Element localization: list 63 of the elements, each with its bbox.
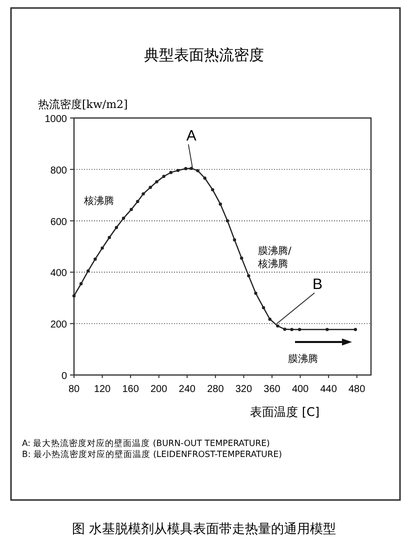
x-tick-label: 240 <box>178 384 196 395</box>
point <box>155 180 158 184</box>
point <box>298 328 302 332</box>
text: 图 水基脱模剂从模具表面带走热量的通用模型 <box>72 521 336 537</box>
text: B: 最小热流密度对应的壁面温度 (LEIDENFROST-TEMPERATURE) <box>22 449 282 460</box>
y-tick-label: 800 <box>50 165 68 176</box>
point <box>148 186 152 189</box>
point <box>162 174 166 178</box>
point <box>169 170 172 174</box>
point <box>254 292 258 295</box>
point <box>226 219 230 222</box>
point <box>247 274 250 278</box>
point <box>283 328 286 331</box>
point <box>130 208 133 212</box>
point <box>86 269 90 273</box>
text: A: 最大热流密度对应的壁面温度 (BURN-OUT TEMPERATURE) <box>22 438 270 449</box>
point <box>184 167 188 170</box>
y-tick-label: 600 <box>50 216 68 228</box>
y-tick-label: 1000 <box>44 114 68 125</box>
annotation: B <box>312 276 323 293</box>
y-tick-label: 0 <box>61 371 68 382</box>
point <box>100 246 104 250</box>
x-axis-title: 表面温度 [C] <box>250 405 320 419</box>
annotation: 核沸腾 <box>83 195 114 207</box>
x-tick-label: 280 <box>207 384 224 395</box>
x-tick-label: 160 <box>122 384 140 395</box>
point <box>136 200 140 204</box>
point <box>218 202 222 206</box>
point <box>203 176 206 180</box>
point <box>79 282 83 286</box>
point <box>114 226 118 230</box>
point <box>290 328 294 332</box>
point <box>211 188 214 192</box>
x-tick-label: 440 <box>320 384 338 395</box>
point <box>196 169 200 172</box>
annotation: 膜沸腾 <box>288 353 318 365</box>
annotation: 膜沸腾/核沸腾 <box>257 245 292 270</box>
x-tick-label: 80 <box>68 384 80 395</box>
point <box>268 318 272 321</box>
point <box>176 168 180 172</box>
point <box>94 257 97 261</box>
point <box>276 324 280 328</box>
point <box>326 328 329 332</box>
y-tick-label: 200 <box>50 320 68 331</box>
point <box>240 256 244 260</box>
chart-title: 典型表面热流密度 <box>144 46 264 64</box>
x-tick-label: 400 <box>292 384 310 395</box>
y-axis-title: 热流密度[kw/m2] <box>38 98 128 111</box>
point <box>72 294 76 298</box>
point <box>190 166 193 170</box>
annotation: A <box>186 127 196 144</box>
point <box>108 236 111 240</box>
point <box>232 238 236 242</box>
point <box>354 328 358 332</box>
y-tick-label: 400 <box>50 268 68 280</box>
point <box>262 306 266 310</box>
x-tick-label: 360 <box>264 384 281 395</box>
x-tick-label: 120 <box>94 384 112 395</box>
point <box>122 216 126 220</box>
x-tick-label: 320 <box>235 384 252 395</box>
point <box>142 192 145 196</box>
x-tick-label: 200 <box>150 384 168 395</box>
x-tick-label: 480 <box>348 384 366 395</box>
